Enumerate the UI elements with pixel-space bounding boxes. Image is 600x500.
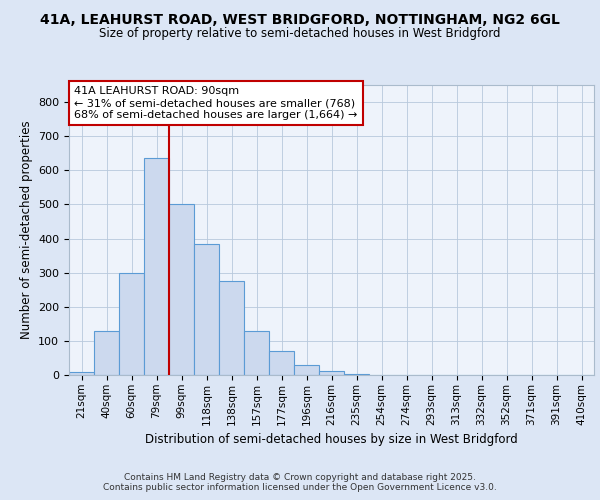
Text: Contains HM Land Registry data © Crown copyright and database right 2025.
Contai: Contains HM Land Registry data © Crown c…: [103, 473, 497, 492]
Y-axis label: Number of semi-detached properties: Number of semi-detached properties: [20, 120, 32, 340]
Bar: [319, 371, 344, 375]
Bar: [94, 330, 119, 375]
Text: 41A LEAHURST ROAD: 90sqm
← 31% of semi-detached houses are smaller (768)
68% of : 41A LEAHURST ROAD: 90sqm ← 31% of semi-d…: [74, 86, 358, 120]
Text: 41A, LEAHURST ROAD, WEST BRIDGFORD, NOTTINGHAM, NG2 6GL: 41A, LEAHURST ROAD, WEST BRIDGFORD, NOTT…: [40, 12, 560, 26]
Bar: [244, 330, 269, 375]
Bar: [219, 281, 244, 375]
Bar: [69, 372, 94, 375]
Bar: [169, 204, 194, 375]
Bar: [144, 158, 169, 375]
Bar: [119, 272, 144, 375]
Bar: [269, 351, 294, 375]
Text: Size of property relative to semi-detached houses in West Bridgford: Size of property relative to semi-detach…: [99, 28, 501, 40]
Bar: [294, 366, 319, 375]
Bar: [344, 374, 369, 375]
X-axis label: Distribution of semi-detached houses by size in West Bridgford: Distribution of semi-detached houses by …: [145, 433, 518, 446]
Bar: [194, 244, 219, 375]
